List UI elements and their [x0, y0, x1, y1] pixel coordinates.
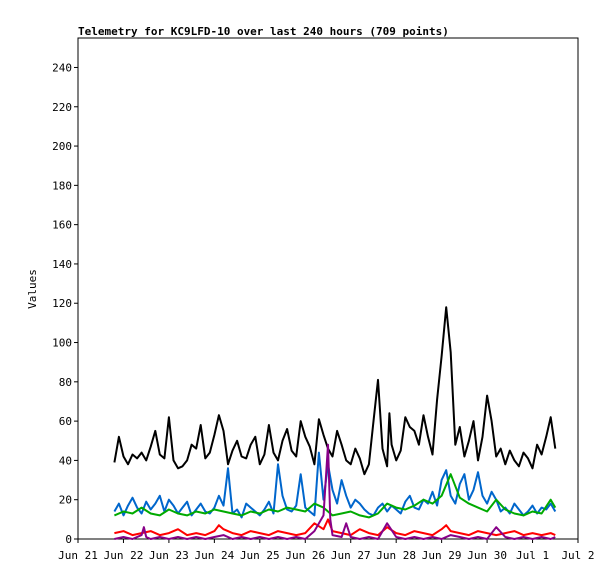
y-tick-label: 120 — [52, 297, 72, 310]
x-tick-label: Jun 22 — [104, 549, 144, 562]
series-line-3 — [114, 518, 556, 537]
y-tick-label: 140 — [52, 258, 72, 271]
y-tick-label: 0 — [65, 533, 72, 546]
y-tick-label: 220 — [52, 101, 72, 114]
x-tick-label: Jun 24 — [194, 549, 234, 562]
x-tick-label: Jul 2 — [561, 549, 594, 562]
series-line-4 — [114, 443, 556, 540]
y-tick-label: 240 — [52, 61, 72, 74]
x-tick-label: Jun 27 — [331, 549, 371, 562]
y-tick-label: 200 — [52, 140, 72, 153]
x-tick-label: Jun 25 — [240, 549, 280, 562]
y-tick-label: 20 — [59, 494, 72, 507]
x-tick-label: Jun 26 — [285, 549, 325, 562]
series-line-2 — [114, 473, 557, 519]
x-tick-label: Jun 21 — [58, 549, 98, 562]
series-layer — [113, 306, 557, 540]
y-tick-label: 80 — [59, 376, 72, 389]
y-axis: 0 20 40 60 80 100 120 140 160 180 200 220 240 — [52, 61, 78, 546]
y-tick-label: 100 — [52, 337, 72, 350]
chart-title: Telemetry for KC9LFD-10 over last 240 ho… — [78, 25, 449, 38]
plot-frame — [77, 37, 579, 540]
y-axis-label: Values — [26, 269, 39, 309]
x-axis: Jun 21 Jun 22 Jun 23 Jun 24 Jun 25 Jun 26 Jun … — [58, 539, 595, 562]
x-tick-label: Jun 29 — [422, 549, 462, 562]
y-tick-label: 160 — [52, 219, 72, 232]
x-tick-label: Jul 1 — [516, 549, 549, 562]
y-tick-label: 60 — [59, 415, 72, 428]
x-tick-label: Jun 30 — [467, 549, 507, 562]
y-tick-label: 180 — [52, 179, 72, 192]
x-tick-label: Jun 28 — [376, 549, 416, 562]
y-tick-label: 40 — [59, 454, 72, 467]
x-tick-label: Jun 23 — [149, 549, 189, 562]
series-line-1 — [113, 451, 557, 519]
series-line-0 — [113, 306, 557, 476]
